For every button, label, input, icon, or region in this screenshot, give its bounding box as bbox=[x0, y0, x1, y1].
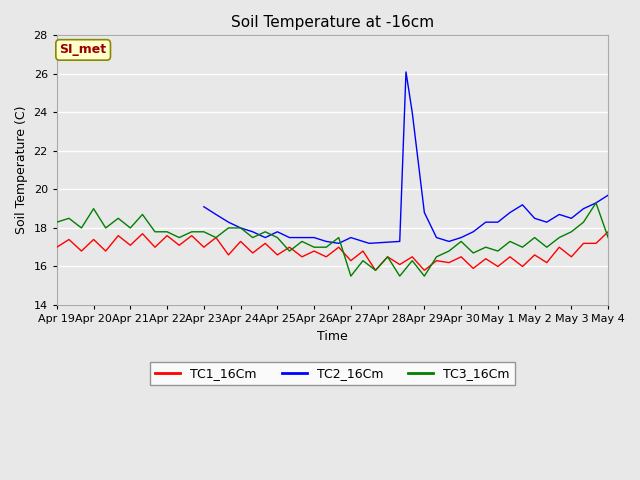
Text: SI_met: SI_met bbox=[60, 43, 107, 57]
Title: Soil Temperature at -16cm: Soil Temperature at -16cm bbox=[231, 15, 434, 30]
X-axis label: Time: Time bbox=[317, 330, 348, 343]
Y-axis label: Soil Temperature (C): Soil Temperature (C) bbox=[15, 106, 28, 234]
Legend: TC1_16Cm, TC2_16Cm, TC3_16Cm: TC1_16Cm, TC2_16Cm, TC3_16Cm bbox=[150, 362, 515, 385]
